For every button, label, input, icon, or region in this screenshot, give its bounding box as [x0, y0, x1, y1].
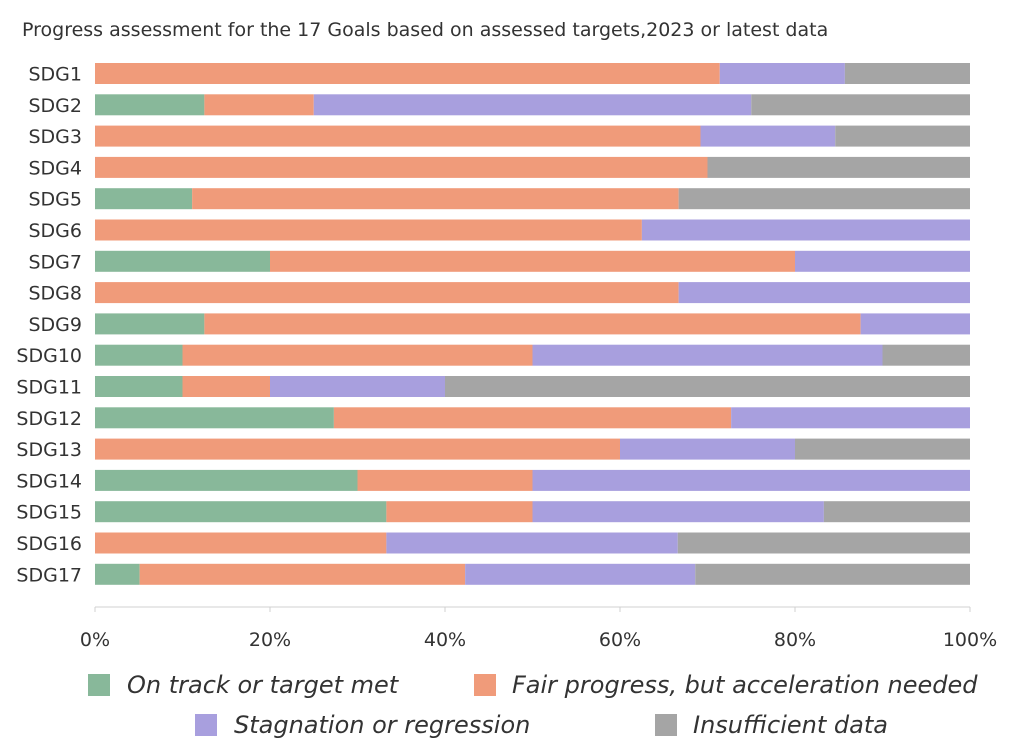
chart-title: Progress assessment for the 17 Goals bas…	[22, 19, 828, 41]
y-tick-label: SDG15	[16, 502, 82, 524]
bar-segment	[882, 344, 970, 366]
y-tick-label: SDG6	[28, 220, 82, 242]
y-tick-label: SDG3	[28, 126, 82, 148]
x-tick-labels: 0% 20% 40% 60% 80% 100%	[80, 607, 997, 651]
x-tick-label: 40%	[424, 629, 466, 651]
bar-segment	[620, 438, 795, 460]
bar-segment	[678, 282, 970, 304]
bar-segment	[386, 532, 678, 554]
bar-segment	[182, 376, 270, 397]
bar-segment	[95, 156, 708, 178]
bar-segment	[139, 563, 466, 585]
y-tick-label: SDG17	[16, 564, 82, 586]
legend-swatch	[474, 674, 496, 696]
bar-segment	[95, 125, 701, 147]
y-tick-label: SDG7	[28, 251, 82, 273]
bar-segment	[95, 250, 270, 272]
bar-segment	[386, 501, 533, 523]
x-tick-label: 100%	[943, 629, 997, 651]
bar-segment	[700, 125, 836, 147]
bar-segment	[182, 344, 533, 366]
bar-segment	[95, 501, 387, 523]
bar-segment	[313, 94, 752, 116]
y-tick-label: SDG2	[28, 95, 82, 117]
legend-label: On track or target met	[127, 671, 400, 699]
bar-segment	[795, 250, 970, 272]
bar-segment	[95, 282, 679, 304]
y-tick-label: SDG8	[28, 283, 82, 305]
y-tick-label: SDG14	[16, 470, 82, 492]
y-tick-label: SDG9	[28, 314, 82, 336]
bar-segment	[751, 94, 970, 116]
bar-segment	[95, 407, 334, 429]
y-tick-label: SDG13	[16, 439, 82, 461]
bar-segment	[532, 469, 970, 491]
bar-segment	[823, 501, 970, 523]
x-tick-label: 0%	[80, 629, 110, 651]
bar-segment	[795, 438, 970, 460]
bar-segment	[95, 344, 183, 366]
bar-segment	[192, 188, 679, 210]
y-tick-labels: SDG1 SDG2 SDG3 SDG4 SDG5 SDG6 SDG7 SDG8 SDG9 SDG1…	[16, 64, 82, 587]
legend-label: Insufficient data	[693, 711, 888, 739]
x-tick-label: 60%	[599, 629, 641, 651]
bar-segment	[532, 344, 883, 366]
legend-label: Stagnation or regression	[234, 711, 530, 739]
y-tick-label: SDG5	[28, 189, 82, 211]
bar-segment	[333, 407, 732, 429]
bar-segment	[95, 438, 620, 460]
bar-segment	[95, 63, 720, 84]
bar-segment	[532, 501, 824, 523]
bar-segment	[695, 563, 970, 585]
bar-segment	[465, 563, 696, 585]
bar-segment	[95, 94, 205, 116]
legend: On track or target met Fair progress, but…	[88, 671, 978, 739]
legend-label: Fair progress, but acceleration needed	[512, 671, 978, 699]
bar-segment	[270, 376, 445, 397]
y-tick-label: SDG1	[28, 64, 82, 86]
bar-segment	[445, 376, 970, 397]
bar-segment	[95, 563, 140, 585]
bar-segment	[731, 407, 970, 429]
bar-segment	[678, 188, 970, 210]
bar-segment	[719, 63, 845, 84]
x-tick-label: 80%	[774, 629, 816, 651]
bar-segment	[95, 532, 387, 554]
bars-layer	[95, 63, 970, 585]
bar-segment	[844, 63, 970, 84]
bar-segment	[835, 125, 970, 147]
bar-segment	[95, 376, 183, 397]
y-tick-label: SDG16	[16, 533, 82, 555]
bar-segment	[357, 469, 533, 491]
y-tick-label: SDG4	[28, 157, 82, 179]
bar-segment	[641, 219, 970, 241]
y-tick-label: SDG12	[16, 408, 82, 430]
legend-swatch	[88, 674, 110, 696]
legend-swatch	[655, 714, 677, 736]
y-tick-label: SDG10	[16, 345, 82, 367]
bar-segment	[95, 188, 193, 210]
bar-segment	[204, 313, 861, 335]
y-tick-label: SDG11	[16, 377, 82, 399]
bar-segment	[95, 313, 205, 335]
bar-segment	[95, 219, 642, 241]
bar-segment	[204, 94, 314, 116]
bar-segment	[95, 469, 358, 491]
x-tick-label: 20%	[249, 629, 291, 651]
legend-swatch	[195, 714, 217, 736]
bar-segment	[707, 156, 970, 178]
bar-segment	[677, 532, 970, 554]
bar-segment	[860, 313, 970, 335]
bar-segment	[270, 250, 795, 272]
